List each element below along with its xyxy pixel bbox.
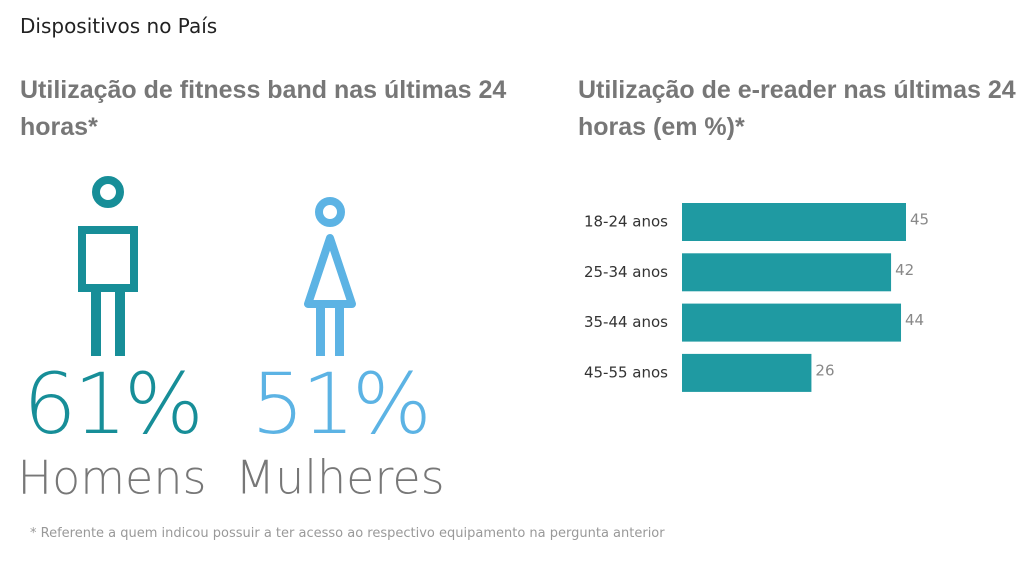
value-label: 26 (815, 361, 834, 379)
head (92, 176, 124, 208)
person-icon (78, 176, 138, 356)
value-label: 45 (910, 211, 929, 229)
leg (91, 288, 101, 356)
category-label: 45-55 anos (584, 363, 668, 381)
category-label: Homens (18, 451, 207, 505)
category-label: Mulheres (235, 451, 444, 505)
leg (115, 288, 125, 356)
value-label: 42 (895, 261, 914, 279)
page-title: Dispositivos no País (20, 14, 218, 38)
bar (682, 203, 906, 241)
chart-title: Utilização de e-reader nas últimas 24 ho… (578, 76, 1016, 141)
value-label: 61% (23, 355, 201, 453)
dress (304, 234, 356, 308)
footnote: * Referente a quem indicou possuir a ter… (30, 526, 665, 541)
category-label: 35-44 anos (584, 313, 668, 331)
value-label: 44 (905, 311, 924, 329)
body (78, 226, 138, 292)
bar (682, 303, 902, 342)
category-label: 25-34 anos (584, 263, 668, 281)
bar (682, 253, 892, 292)
leg (316, 304, 325, 356)
category-label: 18-24 anos (584, 213, 668, 231)
chart-title: Utilização de fitness band nas últimas 2… (20, 76, 507, 141)
leg (335, 304, 344, 356)
person-icon (304, 197, 356, 356)
head (315, 197, 345, 227)
value-label: 51% (251, 355, 429, 453)
bar (682, 353, 812, 392)
